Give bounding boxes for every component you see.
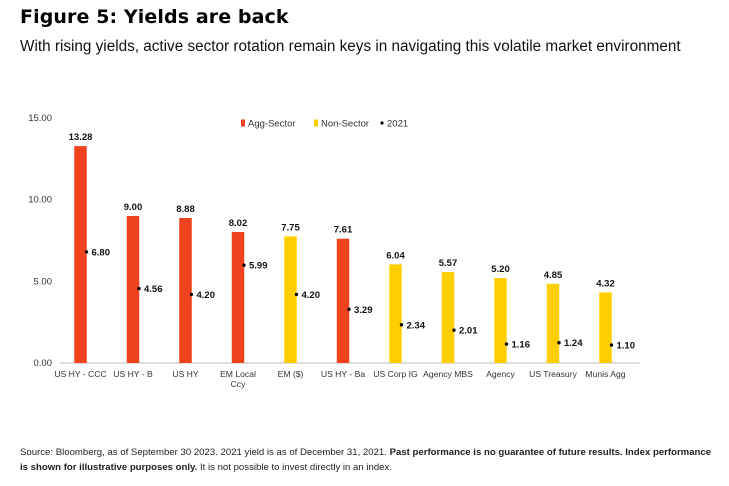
y-tick-label: 15.00 [28,113,52,124]
bar-value-label: 13.28 [69,132,93,143]
legend-dot [380,121,384,125]
footnote-disclaimer: Past performance is no guarantee of futu… [20,447,712,473]
point-2021 [294,292,299,297]
point-2021-label: 1.10 [617,341,636,352]
bar [389,264,402,363]
x-category-label: EM ($) [278,369,304,379]
y-tick-label: 0.00 [34,358,53,369]
point-2021 [504,342,509,346]
x-category-label: US HY - B [113,369,153,379]
bar-value-label: 8.02 [229,218,248,229]
legend-label: Agg-Sector [248,119,296,130]
bar [441,272,455,363]
point-2021 [84,250,89,254]
bar-value-label: 8.88 [176,204,195,215]
point-2021 [347,307,351,311]
bar [126,216,140,363]
legend-label: Non-Sector [321,119,369,130]
point-2021-label: 1.24 [564,338,583,349]
legend-label: 2021 [387,119,408,130]
point-2021-label: 6.80 [92,247,111,258]
x-category-label: EM Local [220,369,256,379]
legend-swatch [241,119,245,127]
point-2021-label: 3.29 [354,305,373,316]
x-category-label: US HY - CCC [54,369,106,379]
bar [599,292,612,363]
legend-swatch [314,119,318,127]
bar [546,283,560,363]
point-2021-label: 4.56 [144,284,163,295]
bar-value-label: 5.57 [439,258,458,269]
point-2021-label: 2.34 [407,320,426,331]
footnote-index-note: It is not possible to invest directly in… [197,462,392,473]
bar-value-label: 7.61 [334,225,353,236]
bar [179,217,192,363]
bar-value-label: 4.85 [544,270,563,281]
x-category-label: Agency [486,369,515,379]
bar-value-label: 6.04 [386,250,405,261]
x-category-label: US Treasury [529,369,577,379]
bar-value-label: 5.20 [491,264,510,275]
point-2021 [137,286,141,291]
point-2021 [452,328,456,332]
x-category-label: US Corp IG [373,369,418,379]
point-2021 [399,323,404,327]
source-footnote: Source: Bloomberg, as of September 30 20… [20,445,720,475]
point-2021 [189,292,194,297]
x-category-label: US HY - Ba [321,369,365,379]
bar [74,146,87,363]
point-2021 [557,341,561,345]
chart-title: Figure 5: Yields are back [20,6,289,28]
point-2021 [242,263,246,267]
x-category-label: Ccy [231,379,247,389]
x-category-label: Munis Agg [585,369,625,379]
x-category-label: Agency MBS [423,369,473,379]
bar [494,278,507,363]
point-2021 [609,343,614,347]
point-2021-label: 4.20 [302,290,321,301]
bar [231,232,245,363]
bar-value-label: 7.75 [281,222,300,233]
point-2021-label: 1.16 [512,340,531,351]
y-tick-label: 10.00 [28,195,52,206]
x-category-label: US HY [172,369,199,379]
y-tick-label: 5.00 [34,276,53,287]
bar [284,236,297,363]
point-2021-label: 2.01 [459,326,478,337]
bar-value-label: 9.00 [124,202,143,213]
footnote-source-text: Source: Bloomberg, as of September 30 20… [20,447,390,458]
bar [336,238,350,363]
point-2021-label: 5.99 [249,261,268,272]
point-2021-label: 4.20 [197,290,216,301]
bar-value-label: 4.32 [596,278,615,289]
yield-bar-chart: 0.00 5.00 10.00 15.00 13.28 9.00 8.88 8.02 7.75 7… [28,113,640,389]
chart-subtitle: With rising yields, active sector rotati… [20,38,681,55]
